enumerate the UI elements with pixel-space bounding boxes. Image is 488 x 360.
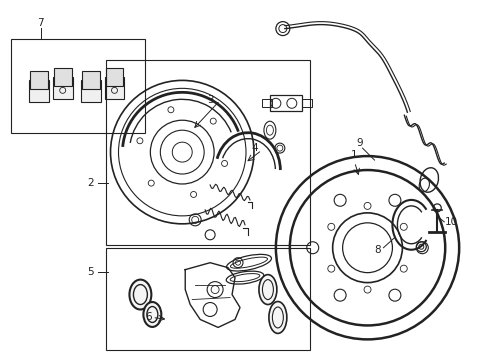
Text: 4: 4 [251,143,258,153]
Bar [54,68,72,86]
Text: 3: 3 [206,95,213,105]
Text: 5: 5 [87,267,94,276]
Ellipse shape [143,302,161,327]
Bar [262,99,271,107]
Text: 10: 10 [444,217,457,227]
Text: 9: 9 [356,138,362,148]
Bar [81,71,100,89]
Bar [104,77,124,99]
Text: 8: 8 [373,245,380,255]
Text: 6: 6 [145,312,151,323]
Ellipse shape [259,275,276,305]
Bar [105,248,309,350]
Text: 2: 2 [87,178,94,188]
Bar [105,60,309,245]
Bar [53,77,73,99]
Ellipse shape [129,280,151,310]
Text: 7: 7 [38,18,44,28]
Bar [105,68,123,86]
Bar [301,99,311,107]
Text: 1: 1 [350,150,357,160]
Bar [269,95,301,111]
Bar [81,80,101,102]
Bar [11,39,145,133]
Bar [29,80,49,102]
Ellipse shape [268,302,286,333]
Bar [30,71,48,89]
